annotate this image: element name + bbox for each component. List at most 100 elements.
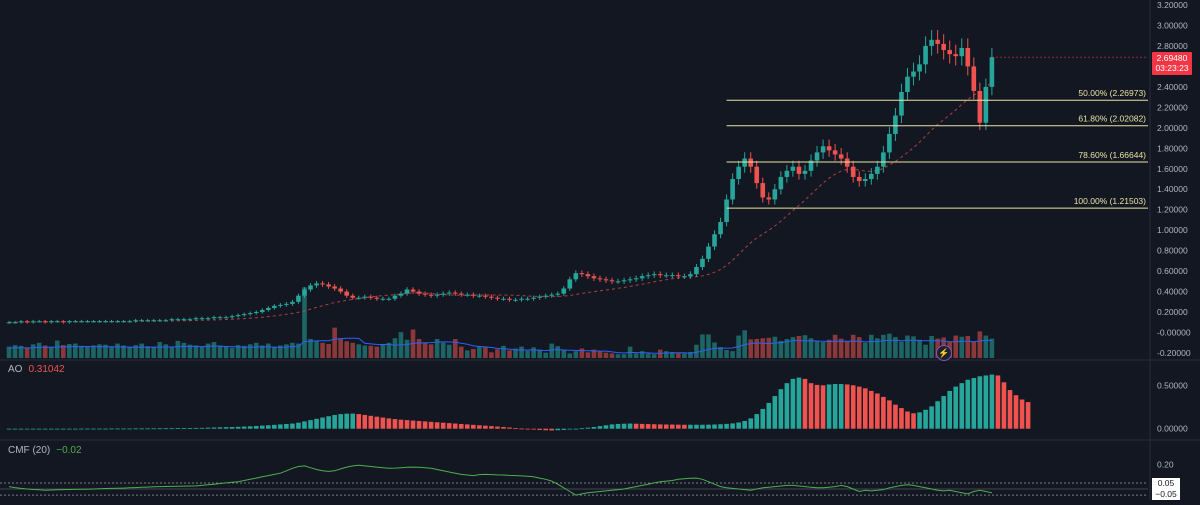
candle-body [700,258,705,268]
candle-body [615,281,621,283]
ao-bar [157,428,163,430]
candle-body [452,292,458,294]
ao-bar [54,428,60,430]
candle-body [199,318,205,320]
ao-bar [1007,390,1013,429]
candle-body [543,295,548,297]
ao-bar [1025,402,1031,429]
volume-bar [308,339,313,358]
ao-bar [290,423,295,429]
candle-body [18,321,24,323]
ao-bar [446,423,452,429]
ao-bar [670,424,675,429]
ao-bar [682,424,687,429]
ao-bar [724,423,729,429]
candle-body [712,234,717,247]
candle-body [278,304,283,306]
volume-bar [296,343,301,358]
candle-body [784,170,790,177]
candle-body [525,298,530,300]
candle-body [127,321,132,323]
volume-bar [133,345,138,358]
ao-bar [6,428,12,430]
ao-bar [302,421,307,429]
volume-bar [338,339,343,358]
cmf-legend-label: CMF (20) [8,445,51,456]
candle-body [609,280,615,282]
ao-bar [127,428,132,430]
volume-bar [844,341,850,358]
ao-bar [308,420,313,429]
candle-body [266,307,271,311]
volume-bar [458,346,464,358]
candle-body [742,158,747,167]
candle-body [350,295,356,298]
ao-bar [965,379,971,429]
y-tick-label: -0.20000 [1157,348,1191,358]
candle-body [471,294,476,296]
candle-body [911,71,916,77]
volume-bar [808,338,814,358]
lightning-icon[interactable]: ⚡ [936,345,952,361]
candle-body [537,296,542,298]
ao-bar [151,428,157,430]
volume-bar [917,339,922,358]
volume-bar [706,334,711,358]
ao-bar [193,427,199,429]
volume-bar [905,335,910,358]
volume-bar [199,346,205,358]
volume-bar [971,341,977,358]
volume-bar [856,337,862,358]
fib-level-label: 100.00% (1.21503) [1074,196,1146,206]
candle-body [971,66,977,91]
volume-bar [416,339,422,358]
ao-bar [856,386,862,429]
volume-bar [862,342,868,358]
candle-body [507,298,512,300]
volume-bar [278,345,283,358]
ao-bar [187,428,193,429]
volume-bar [97,344,102,358]
candle-body [193,318,199,320]
candle-body [760,183,766,198]
volume-bar [778,340,784,358]
volume-bar [440,342,446,358]
y-tick-label: 2.40000 [1157,82,1188,92]
volume-bar [344,341,349,358]
candle-body [115,321,120,323]
volume-bar [790,337,796,358]
ao-bar [344,413,349,429]
candle-body [881,152,886,167]
ao-bar [199,427,205,429]
volume-bar [989,338,995,358]
ao-bar [657,424,663,429]
ao-bar [79,428,84,430]
ao-bar [989,374,995,429]
candle-body [290,301,295,304]
volume-bar [501,345,506,358]
candle-body [682,276,687,278]
ao-bar [145,428,151,430]
ao-bar [748,418,754,429]
volume-bar [645,353,651,358]
volume-bar [452,339,458,358]
volume-bar [615,354,621,358]
volume-bar [802,335,808,358]
price-ma-line [9,81,993,323]
candle-body [12,322,18,324]
candle-body [241,314,247,316]
y-tick-label: 1.60000 [1157,164,1188,174]
candle-body [36,321,42,323]
candle-body [579,273,585,275]
candle-body [42,321,48,323]
volume-bar [422,342,428,358]
ao-bar [320,417,325,429]
candle-body [60,321,66,323]
candle-body [91,321,96,323]
volume-bar [959,336,965,358]
volume-bar [881,334,886,358]
candle-body [639,276,645,279]
volume-bar [247,344,253,358]
